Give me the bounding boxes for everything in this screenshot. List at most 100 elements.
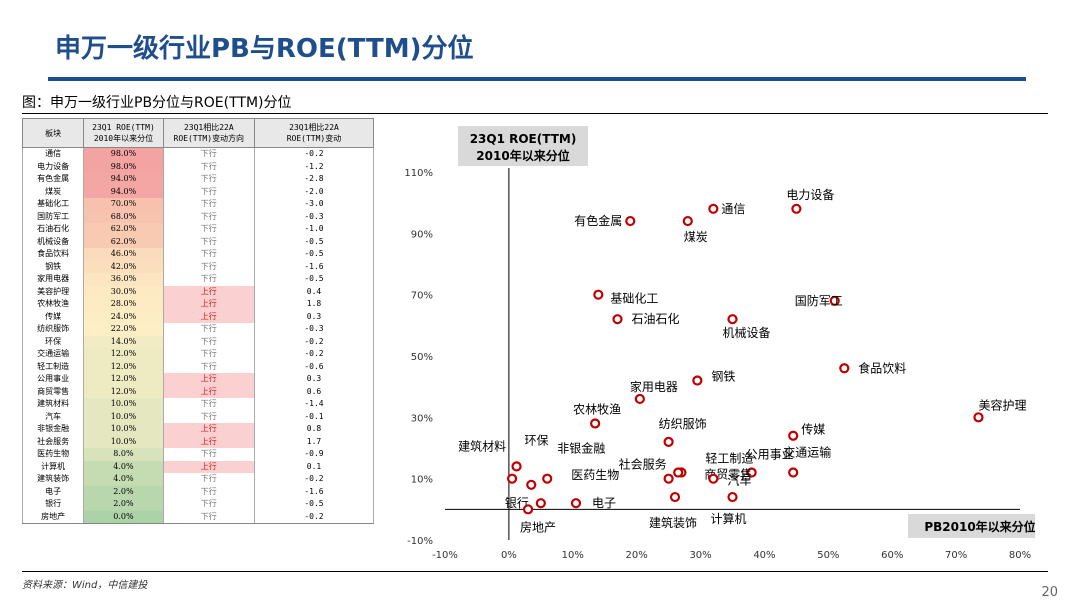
cell-sector: 商贸零售	[21, 385, 85, 398]
data-point	[708, 473, 719, 484]
cell-direction: 下行	[162, 485, 255, 498]
cell-roe-pct: 4.0%	[83, 473, 164, 486]
data-label: 美容护理	[978, 397, 1026, 412]
cell-roe-pct: 4.0%	[83, 460, 164, 473]
cell-sector: 电力设备	[21, 160, 85, 173]
table-row: 环保 14.0% 下行 -0.2	[21, 335, 375, 348]
x-tick-label: 60%	[881, 550, 903, 561]
data-label: 纺织服饰	[659, 417, 707, 431]
cell-roe-pct: 10.0%	[83, 435, 164, 448]
cell-sector: 银行	[21, 498, 85, 511]
cell-sector: 美容护理	[21, 285, 85, 298]
cell-sector: 计算机	[21, 460, 85, 473]
cell-sector: 机械设备	[21, 235, 85, 248]
cell-sector: 建筑装饰	[21, 473, 85, 486]
cell-direction: 上行	[162, 373, 255, 386]
cell-roe-pct: 2.0%	[83, 485, 164, 498]
cell-direction: 上行	[162, 385, 255, 398]
cell-roe-pct: 62.0%	[83, 235, 164, 248]
cell-direction: 下行	[162, 510, 255, 524]
page-number: 20	[1041, 585, 1058, 600]
data-label: 非银金融	[557, 441, 605, 456]
cell-roe-pct: 0.0%	[83, 510, 164, 524]
table-row: 汽车 10.0% 下行 -0.1	[21, 410, 375, 423]
cell-sector: 社会服务	[21, 435, 85, 448]
data-label: 有色金属	[574, 213, 622, 228]
cell-sector: 轻工制造	[21, 360, 85, 373]
cell-direction: 下行	[162, 335, 255, 348]
cell-roe-pct: 12.0%	[83, 373, 164, 386]
header-change: 23Q1相比22A ROE(TTM)变动	[253, 118, 375, 148]
cell-sector: 环保	[21, 335, 85, 348]
table-row: 农林牧渔 28.0% 上行 1.8	[21, 298, 375, 311]
cell-change: -0.1	[253, 410, 375, 423]
cell-roe-pct: 28.0%	[83, 298, 164, 311]
data-point	[542, 473, 553, 484]
cell-direction: 上行	[162, 310, 255, 323]
y-tick-label: 90%	[411, 229, 433, 240]
cell-direction: 下行	[162, 498, 255, 511]
cell-change: 0.6	[253, 385, 375, 398]
table-row: 钢铁 42.0% 下行 -1.6	[21, 260, 375, 273]
cell-change: -0.2	[253, 147, 375, 161]
cell-sector: 非银金融	[21, 423, 85, 436]
data-label: 公用事业	[746, 448, 794, 462]
x-tick-label: 20%	[626, 550, 648, 561]
y-tick-label: 110%	[404, 168, 433, 179]
table-row: 有色金属 94.0% 下行 -2.8	[21, 173, 375, 186]
cell-sector: 房地产	[21, 510, 85, 524]
table-row: 商贸零售 12.0% 上行 0.6	[21, 385, 375, 398]
y-tick-label: 70%	[411, 291, 433, 302]
cell-change: -1.6	[253, 485, 375, 498]
source-divider	[22, 571, 1048, 572]
data-label: 汽车	[727, 473, 751, 488]
table-row: 美容护理 30.0% 上行 0.4	[21, 285, 375, 298]
cell-roe-pct: 36.0%	[83, 273, 164, 286]
cell-roe-pct: 22.0%	[83, 323, 164, 336]
data-label: 电子	[592, 496, 616, 510]
cell-sector: 煤炭	[21, 185, 85, 198]
table-row: 计算机 4.0% 上行 0.1	[21, 460, 375, 473]
cell-direction: 下行	[162, 410, 255, 423]
data-label: 机械设备	[723, 325, 771, 340]
table-row: 电力设备 98.0% 下行 -1.2	[21, 160, 375, 173]
data-label: 医药生物	[571, 468, 619, 482]
cell-direction: 下行	[162, 273, 255, 286]
x-axis-title-box	[908, 514, 1035, 538]
cell-sector: 传媒	[21, 310, 85, 323]
cell-change: 0.4	[253, 285, 375, 298]
cell-change: -0.2	[253, 510, 375, 524]
cell-change: -0.2	[253, 348, 375, 361]
table-body: 通信 98.0% 下行 -0.2 电力设备 98.0% 下行 -1.2 有色金属 94.0% 下行 -…	[21, 147, 375, 524]
cell-direction: 下行	[162, 235, 255, 248]
cell-direction: 下行	[162, 348, 255, 361]
cell-direction: 上行	[162, 460, 255, 473]
cell-direction: 下行	[162, 160, 255, 173]
source-note: 资料来源：Wind，中信建投	[22, 580, 148, 591]
table-row: 社会服务 10.0% 上行 1.7	[21, 435, 375, 448]
data-label: 交通运输	[783, 445, 831, 460]
cell-roe-pct: 94.0%	[83, 173, 164, 186]
cell-roe-pct: 10.0%	[83, 423, 164, 436]
cell-change: 0.3	[253, 310, 375, 323]
roe-table: 板块 23Q1 ROE(TTM) 2010年以来分位 23Q1相比22A ROE…	[21, 118, 375, 524]
cell-change: -0.5	[253, 273, 375, 286]
table-row: 传媒 24.0% 上行 0.3	[21, 310, 375, 323]
cell-change: 0.8	[253, 423, 375, 436]
cell-roe-pct: 24.0%	[83, 310, 164, 323]
cell-sector: 医药生物	[21, 448, 85, 461]
cell-sector: 纺织服饰	[21, 323, 85, 336]
data-label: 石油石化	[632, 312, 680, 326]
y-tick-label: -10%	[407, 536, 433, 547]
data-label: 煤炭	[684, 230, 708, 244]
table-row: 电子 2.0% 下行 -1.6	[21, 485, 375, 498]
data-point	[570, 498, 582, 509]
cell-sector: 钢铁	[21, 260, 85, 273]
cell-change: 0.1	[253, 460, 375, 473]
cell-roe-pct: 10.0%	[83, 398, 164, 411]
header-sector: 板块	[21, 118, 85, 148]
data-label: 国防军工	[795, 293, 843, 308]
cell-sector: 农林牧渔	[21, 298, 85, 311]
cell-change: -1.2	[253, 160, 375, 173]
data-label: 建筑装饰	[649, 515, 697, 530]
